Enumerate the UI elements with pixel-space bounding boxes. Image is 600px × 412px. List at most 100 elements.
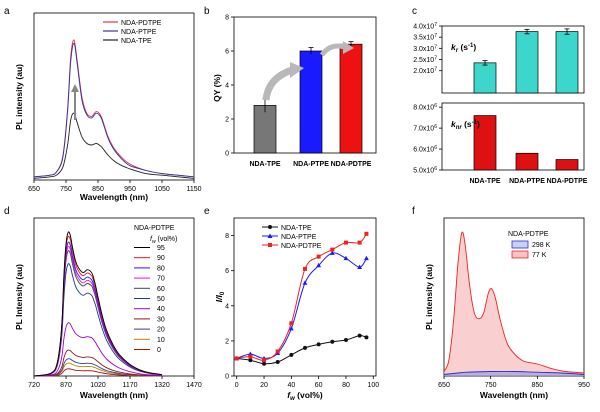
- panel-e-xtick-label-5: 100: [367, 382, 379, 389]
- panel-a-xtick-label-4: 1050: [154, 186, 170, 193]
- panel-d-xlabel: Wavelength (nm): [80, 390, 148, 400]
- panel-f-ylabel: PL intensity (au): [424, 264, 434, 330]
- panel-d-legend-label-1: 90: [157, 255, 165, 262]
- panel-f-xtick-label-3: 950: [578, 382, 590, 389]
- panel-c-xlabel-1: NDA-PTPE: [509, 178, 545, 185]
- panel-d-legend-label-7: 30: [157, 316, 165, 323]
- legend-label-e-2: NDA-PDTPE: [281, 243, 322, 250]
- panel-e-marker-1-8: [343, 255, 349, 261]
- panel-label-b: b: [204, 6, 210, 17]
- panel-e: 0 20 40 60 80 100 0 2 4 6 8 NDA-TPE NDA-PTPE NDA-P…: [214, 217, 379, 402]
- panel-d-legend-label-9: 10: [157, 337, 165, 344]
- panel-e-marker-0-8: [343, 338, 348, 343]
- panel-d-legend-label-8: 20: [157, 327, 165, 334]
- panel-b-ytick-label-4: 8: [225, 15, 229, 22]
- panel-e-marker-1-9: [357, 264, 363, 269]
- panel-e-xtick-label-3: 60: [315, 382, 323, 389]
- panel-b-ytick-label-1: 2: [225, 117, 229, 124]
- panel-c-top-bars: 2.0x107 2.5x107 3.0x107 3.5x107 4.0x107: [413, 22, 579, 94]
- panel-e-ylabel: I/I0: [214, 291, 226, 302]
- panel-c-xlabel-2: NDA-PDTPE: [547, 178, 588, 185]
- panel-e-legend: NDA-TPE NDA-PTPE NDA-PDTPE: [262, 225, 322, 250]
- panel-a-x-ticks: 650 750 850 950 1050 1150: [28, 180, 202, 193]
- panel-a-xtick-label-0: 650: [28, 186, 40, 193]
- panel-f: 650 750 850 950 NDA-PDTPE 298 K 77 K Wavele…: [424, 217, 590, 400]
- panel-a-arrow-head: [71, 84, 79, 92]
- panel-e-ytick-label-2: 4: [225, 303, 229, 310]
- panel-e-marker-0-6: [316, 342, 321, 347]
- panel-d-legend-label-4: 60: [157, 286, 165, 293]
- legend-swatch-f-0: [511, 240, 529, 249]
- panel-e-marker-2-7: [330, 247, 335, 252]
- panel-e-xtick-label-0: 0: [235, 382, 239, 389]
- panel-d-legend: NDA-PDTPE fw (vol%) 95 90 80 70 60 50 40 30 20 10…: [134, 225, 177, 354]
- panel-d-frame: [33, 217, 195, 377]
- panel-e-marker-2-1: [248, 354, 253, 359]
- panel-b-x-labels: NDA-TPE NDA-PTPE NDA-PDTPE: [249, 161, 371, 168]
- panel-e-marker-0-9: [357, 333, 362, 338]
- panel-b-bar-2: [339, 43, 363, 154]
- panel-a-ylabel: PL intensity (au): [14, 64, 24, 130]
- panel-c-bottom-bars: 5.0x106 6.0x106 7.0x106 8.0x106: [413, 103, 579, 175]
- panel-e-marker-2-0: [234, 356, 239, 361]
- panel-b-arrow-2-head: [343, 41, 354, 54]
- panel-b-bars: [253, 41, 363, 154]
- panel-e-marker-0-3: [275, 359, 280, 364]
- panel-e-series-line-1: [236, 252, 367, 359]
- panel-a-series-line-0: [33, 39, 195, 178]
- panel-b-bar-1: [299, 50, 323, 154]
- panel-a-frame: [33, 12, 195, 181]
- panel-d-legend-label-10: 0: [157, 347, 161, 354]
- panel-e-ytick-label-4: 8: [225, 233, 229, 240]
- panel-e-marker-0-2: [262, 361, 267, 366]
- panel-a-legend: NDA-PDTPE NDA-PTPE NDA-TPE: [103, 20, 162, 45]
- panel-d-series-line-8: [33, 358, 163, 377]
- panel-f-xlabel: Wavelength (nm): [480, 390, 548, 400]
- panel-e-marker-1-10: [364, 255, 369, 261]
- panel-e-marker-2-3: [275, 349, 280, 354]
- panel-c-bottom-bar-1: [515, 152, 539, 171]
- panel-e-xtick-label-2: 40: [287, 382, 295, 389]
- panel-e-marker-2-10: [364, 231, 369, 236]
- panel-e-ytick-label-3: 6: [225, 268, 229, 275]
- panel-e-ticks: 0 20 40 60 80 100 0 2 4 6 8: [225, 233, 379, 389]
- panel-e-marker-2-5: [303, 266, 307, 271]
- panel-c-bottom-ytick-label-3: 8.0x106: [413, 103, 437, 112]
- panel-a-xtick-label-2: 850: [92, 186, 104, 193]
- panel-d-legend-label-3: 70: [157, 276, 165, 283]
- panel-c-top-ytick-label-0: 2.0x107: [413, 67, 437, 76]
- panel-label-e: e: [204, 206, 210, 217]
- panel-d-series-line-3: [33, 245, 163, 377]
- panel-d-series-line-5: [33, 263, 163, 377]
- panel-b-ytick-label-0: 0: [225, 151, 229, 158]
- panel-c-top-bar-2: [555, 31, 579, 94]
- panel-e-marker-2-2: [262, 358, 267, 363]
- panel-d-xtick-label-5: 1470: [186, 382, 202, 389]
- panel-e-marker-1-7: [329, 250, 335, 255]
- panel-e-marker-2-6: [316, 254, 321, 259]
- panel-a: 650 750 850 950 1050 1150 NDA-PDTPE NDA-PTPE …: [14, 12, 202, 202]
- panel-f-xtick-label-1: 750: [485, 382, 497, 389]
- panel-c-x-labels: NDA-TPE NDA-PTPE NDA-PDTPE: [469, 178, 587, 185]
- panel-c-top-bar-1: [515, 31, 539, 94]
- panel-e-series: [234, 231, 369, 366]
- panel-e-marker-0-7: [330, 339, 335, 344]
- panel-e-frame: [233, 217, 377, 377]
- panel-c-bottom-ytick-label-0: 5.0x106: [413, 166, 437, 175]
- panel-b-arrow-1-head: [290, 62, 304, 78]
- panel-d-series-line-6: [33, 322, 163, 377]
- panel-f-series-line-1: [443, 231, 585, 374]
- panel-e-marker-0-4: [289, 352, 294, 357]
- panel-d-ylabel: PL Intensity (au): [14, 264, 24, 330]
- panel-c-top-ytick-label-4: 4.0x107: [413, 22, 437, 31]
- panel-d-xtick-label-2: 1020: [90, 382, 106, 389]
- legend-label-e-0: NDA-TPE: [281, 225, 312, 232]
- panel-b-ytick-label-2: 4: [225, 83, 229, 90]
- panel-c-bottom-ytick-label-2: 7.0x106: [413, 124, 437, 133]
- panel-d: 720 870 1020 1170 1320 1470 NDA-PDTPE fw (vol…: [14, 217, 202, 400]
- panel-d-legend-label-5: 50: [157, 296, 165, 303]
- panel-a-xlabel: Wavelength (nm): [80, 192, 148, 202]
- legend-marker-e-1: [267, 233, 273, 238]
